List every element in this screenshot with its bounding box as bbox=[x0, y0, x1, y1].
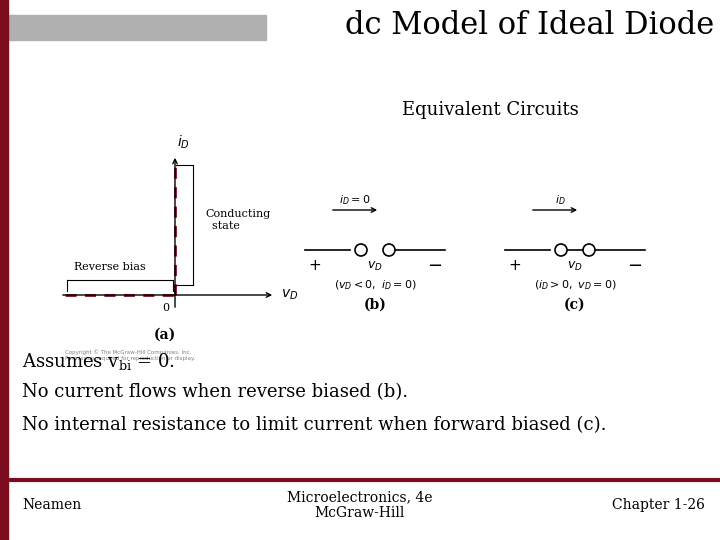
Text: dc Model of Ideal Diode: dc Model of Ideal Diode bbox=[346, 10, 715, 40]
Text: Reverse bias: Reverse bias bbox=[74, 262, 146, 272]
Text: Microelectronics, 4e
McGraw-Hill: Microelectronics, 4e McGraw-Hill bbox=[287, 490, 433, 520]
Text: Copyright © The McGraw-Hill Companies, Inc.
Permission required for reproduction: Copyright © The McGraw-Hill Companies, I… bbox=[65, 349, 195, 361]
Text: Conducting
  state: Conducting state bbox=[205, 209, 270, 231]
Text: Assumes $\mathregular{v_{bi}}$ = 0.: Assumes $\mathregular{v_{bi}}$ = 0. bbox=[22, 352, 175, 373]
Text: $v_D$: $v_D$ bbox=[567, 259, 583, 273]
Circle shape bbox=[355, 244, 367, 256]
Bar bbox=[8, 15, 266, 40]
Text: −: − bbox=[627, 257, 642, 275]
Text: 0: 0 bbox=[162, 303, 169, 313]
Text: (c): (c) bbox=[564, 298, 586, 312]
Text: No current flows when reverse biased (b).: No current flows when reverse biased (b)… bbox=[22, 383, 408, 401]
Bar bbox=[0, 0, 8, 540]
Text: (a): (a) bbox=[154, 328, 176, 342]
Text: (b): (b) bbox=[364, 298, 387, 312]
Text: $i_D$: $i_D$ bbox=[554, 193, 565, 207]
Text: $v_D$: $v_D$ bbox=[367, 259, 383, 273]
Text: +: + bbox=[508, 259, 521, 273]
Text: −: − bbox=[428, 257, 443, 275]
Circle shape bbox=[583, 244, 595, 256]
Circle shape bbox=[555, 244, 567, 256]
Text: +: + bbox=[309, 259, 321, 273]
Text: Chapter 1-26: Chapter 1-26 bbox=[612, 498, 705, 512]
Text: $i_D$: $i_D$ bbox=[177, 133, 190, 151]
Text: $(i_D > 0,\ v_D = 0)$: $(i_D > 0,\ v_D = 0)$ bbox=[534, 278, 616, 292]
Text: Equivalent Circuits: Equivalent Circuits bbox=[402, 101, 578, 119]
Text: $v_D$: $v_D$ bbox=[281, 288, 298, 302]
Circle shape bbox=[383, 244, 395, 256]
Text: No internal resistance to limit current when forward biased (c).: No internal resistance to limit current … bbox=[22, 416, 606, 434]
Text: $i_D = 0$: $i_D = 0$ bbox=[339, 193, 371, 207]
Text: Neamen: Neamen bbox=[22, 498, 81, 512]
Text: $(v_D < 0,\ i_D = 0)$: $(v_D < 0,\ i_D = 0)$ bbox=[333, 278, 416, 292]
